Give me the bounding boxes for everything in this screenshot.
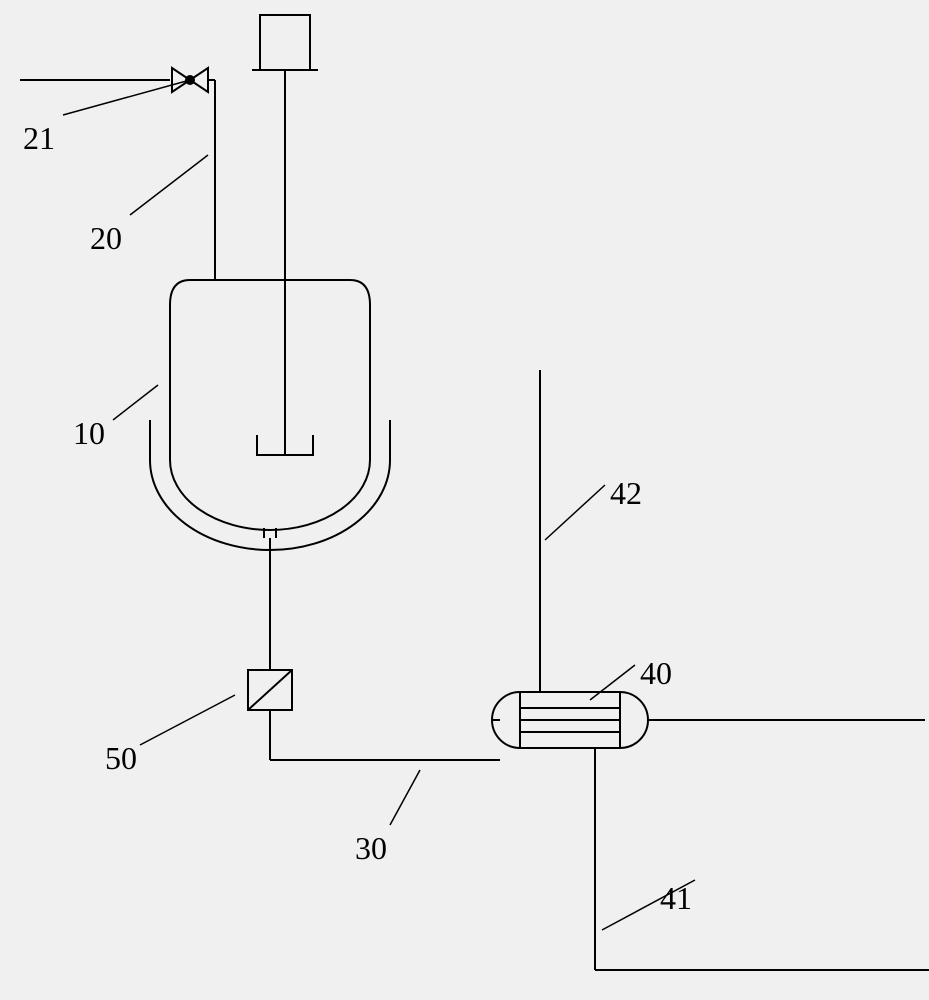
process-diagram [0, 0, 929, 1000]
label-30: 30 [355, 830, 387, 867]
label-41: 41 [660, 880, 692, 917]
label-42: 42 [610, 475, 642, 512]
label-21: 21 [23, 120, 55, 157]
label-40: 40 [640, 655, 672, 692]
label-10: 10 [73, 415, 105, 452]
label-50: 50 [105, 740, 137, 777]
label-20: 20 [90, 220, 122, 257]
